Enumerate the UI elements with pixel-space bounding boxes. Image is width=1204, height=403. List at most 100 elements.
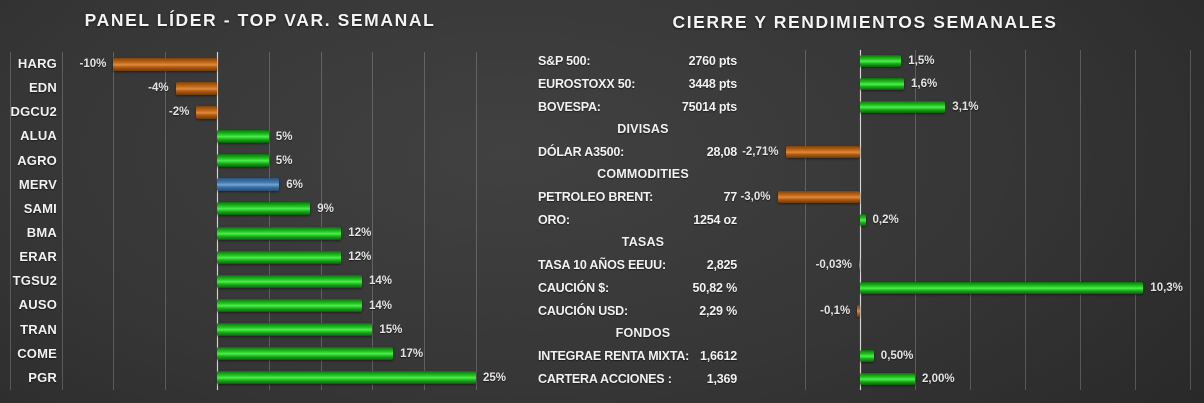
bar-pos [860, 350, 874, 362]
bar-pos [217, 154, 269, 168]
bar-neg [175, 81, 217, 95]
bar-pos [860, 78, 904, 90]
value-label: 9% [317, 202, 334, 215]
instrument-row: S&P 500: 2760 pts [532, 50, 737, 73]
instrument-label: CARTERA ACCIONES : [538, 371, 672, 386]
bar-neg [785, 146, 860, 158]
bar-neg [857, 304, 861, 317]
bar-pos [217, 371, 476, 385]
instrument-value: 50,82 % [692, 281, 738, 296]
left-chart-title: PANEL LÍDER - TOP VAR. SEMANAL [84, 10, 436, 30]
value-label: 3,1% [952, 100, 979, 113]
instrument-value: 2,825 [706, 258, 737, 273]
bar-pos [217, 347, 394, 361]
bar-pos [860, 282, 1144, 294]
instrument-label: BOVESPA: [538, 99, 601, 114]
value-label: 6% [286, 178, 303, 191]
instrument-value: 77 [723, 190, 737, 205]
bar-pos [860, 214, 866, 226]
value-label: -0,03% [815, 259, 852, 272]
bar-neg [859, 259, 860, 272]
category-label: COME [17, 345, 57, 361]
gridline [165, 52, 167, 390]
gridline [915, 50, 916, 390]
bar-neg [196, 105, 217, 119]
value-label: 12% [348, 251, 372, 264]
left-plot-area: -10% -4% -2% 5% 5% 6% 9% 12% 12% 14% 14% 15% 17% 25% [5, 52, 507, 390]
right-chart-title: CIERRE Y RENDIMIENTOS SEMANALES [672, 12, 1058, 32]
gridline [1190, 50, 1191, 390]
value-label: -4% [148, 82, 169, 95]
value-label: 14% [369, 275, 393, 288]
bar-pos [217, 323, 373, 337]
category-label: ERAR [19, 249, 57, 265]
bar-pos [217, 250, 342, 264]
category-label: ALUA [20, 128, 57, 144]
value-label: 25% [483, 371, 507, 384]
instrument-row: EUROSTOXX 50: 3448 pts [532, 73, 737, 96]
value-label: 1,5% [908, 55, 935, 68]
value-label: -2,71% [742, 146, 779, 158]
right-plot-area: 1,5% 1,6% 3,1% -2,71% -3,0% 0,2% -0,03% 10,3% -0… [740, 50, 1198, 390]
value-label: 5% [275, 154, 293, 167]
instrument-label: ORO: [538, 213, 570, 228]
instrument-row: TASA 10 AÑOS EEUU: 2,825 [532, 254, 737, 277]
value-label: 14% [369, 299, 393, 312]
instrument-value: 75014 pts [681, 99, 737, 114]
instrument-label: EUROSTOXX 50: [538, 77, 636, 92]
value-label: 1,6% [911, 78, 938, 90]
category-label: PGR [28, 369, 57, 385]
gridline [372, 52, 374, 390]
instrument-label: DÓLAR A3500: [538, 145, 625, 160]
value-label: -2% [168, 106, 190, 119]
section-header: DIVISAS [617, 122, 669, 136]
category-label: EDN [28, 80, 57, 96]
category-label: HARG [17, 56, 57, 71]
bar-neg [113, 57, 217, 71]
value-label: 15% [379, 323, 403, 336]
category-label: MERV [18, 176, 57, 192]
instrument-label: CAUCIÓN USD: [538, 303, 628, 318]
category-label: BMA [26, 225, 57, 240]
bar-pos [217, 299, 362, 312]
value-label: 0,2% [872, 214, 899, 226]
value-label: -0,1% [820, 304, 851, 317]
bar-pos [217, 130, 269, 143]
gridline [1135, 50, 1136, 390]
bar-pos [860, 55, 902, 68]
gridline [424, 52, 426, 390]
instrument-value: 2,29 % [699, 303, 737, 318]
zero-axis-line [217, 52, 218, 390]
instrument-row: CAUCIÓN $: 50,82 % [532, 277, 737, 300]
instrument-row: PETROLEO BRENT: 77 [532, 186, 737, 209]
category-label: TRAN [20, 321, 57, 337]
instrument-value: 2760 pts [688, 54, 738, 69]
value-label: 2,00% [922, 372, 955, 385]
instrument-label: CAUCIÓN $: [538, 281, 609, 296]
value-label: 10,3% [1150, 282, 1183, 294]
bar-neg [777, 191, 860, 204]
value-label: -3,0% [740, 191, 771, 204]
gridline [970, 50, 971, 390]
category-label: DGCU2 [10, 104, 57, 120]
instrument-label: PETROLEO BRENT: [538, 190, 654, 205]
instrument-value: 1,6612 [699, 349, 737, 364]
value-label: 12% [348, 227, 372, 240]
value-label: 5% [275, 130, 293, 143]
section-header: COMMODITIES [597, 167, 689, 182]
gridline [476, 52, 477, 390]
bar-pos [860, 372, 915, 385]
instrument-label: S&P 500: [538, 54, 591, 69]
gridline [61, 52, 63, 390]
category-label: AGRO [17, 152, 57, 168]
instrument-row: ORO: 1254 oz [532, 209, 737, 232]
instrument-value: 28,08 [706, 145, 737, 160]
gridline [113, 52, 115, 390]
value-label: -10% [79, 58, 107, 71]
instrument-label: INTEGRAE RENTA MIXTA: [538, 349, 690, 364]
value-label: 17% [400, 347, 424, 360]
section-header: TASAS [621, 235, 665, 250]
bar-pos [217, 202, 311, 216]
instrument-label: TASA 10 AÑOS EEUU: [538, 258, 666, 273]
